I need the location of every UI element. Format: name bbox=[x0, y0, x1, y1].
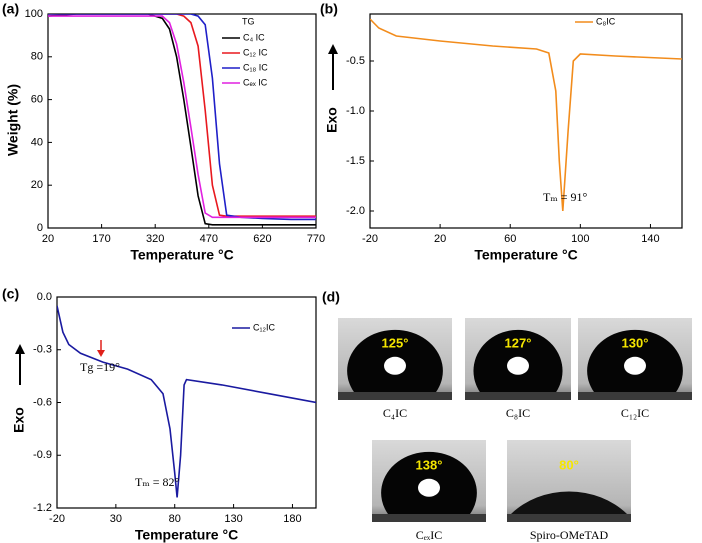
data-line bbox=[48, 15, 316, 219]
x-tick-label: 770 bbox=[307, 233, 325, 245]
contact-angle: 138° bbox=[416, 457, 443, 472]
x-tick-label: 470 bbox=[200, 233, 218, 245]
y-tick-label: 100 bbox=[25, 8, 43, 20]
contact-angle: 127° bbox=[505, 335, 532, 350]
data-line bbox=[57, 305, 316, 498]
panel-label: (a) bbox=[2, 1, 19, 17]
y-tick-label: -0.5 bbox=[346, 55, 365, 67]
x-tick-label: 80 bbox=[169, 513, 181, 525]
x-tick-label: 320 bbox=[146, 233, 164, 245]
substrate bbox=[338, 392, 452, 400]
y-tick-label: -1.0 bbox=[346, 105, 365, 117]
x-tick-label: -20 bbox=[49, 513, 65, 525]
tg-arrowhead bbox=[97, 350, 105, 357]
y-tick-label: 0.0 bbox=[37, 291, 52, 303]
y-axis-title: Exo bbox=[11, 407, 27, 433]
substrate bbox=[372, 514, 486, 522]
x-tick-label: 20 bbox=[42, 233, 54, 245]
data-line bbox=[48, 14, 316, 217]
plot-frame bbox=[369, 13, 683, 229]
x-tick-label: -20 bbox=[362, 233, 378, 245]
exo-arrowhead bbox=[15, 344, 25, 354]
contact-angle: 125° bbox=[382, 335, 409, 350]
y-tick-label: -2.0 bbox=[346, 205, 365, 217]
contact-angle: 130° bbox=[622, 335, 649, 350]
y-tick-label: -0.9 bbox=[33, 449, 52, 461]
legend-label: Cₑₓ IC bbox=[243, 77, 268, 87]
y-tick-label: 20 bbox=[31, 179, 43, 191]
droplet-highlight bbox=[384, 356, 406, 375]
droplet-highlight bbox=[418, 478, 440, 497]
panel-label: (d) bbox=[322, 289, 340, 305]
annotation: Tg =19° bbox=[80, 360, 120, 374]
x-tick-label: 170 bbox=[92, 233, 110, 245]
annotation: Tₘ = 82° bbox=[135, 475, 179, 489]
substrate bbox=[507, 514, 631, 522]
y-tick-label: -1.5 bbox=[346, 155, 365, 167]
x-axis-title: Temperature °C bbox=[474, 247, 577, 263]
photo-label: CₑₓIC bbox=[416, 528, 443, 542]
data-line bbox=[370, 18, 682, 212]
x-tick-label: 30 bbox=[110, 513, 122, 525]
legend-title: TG bbox=[242, 16, 255, 26]
panel-label: (c) bbox=[2, 286, 19, 302]
y-tick-label: -0.3 bbox=[33, 344, 52, 356]
photo-label: C₈IC bbox=[506, 406, 530, 420]
x-tick-label: 620 bbox=[253, 233, 271, 245]
exo-arrowhead bbox=[328, 44, 338, 54]
legend-label: C₄ IC bbox=[243, 32, 265, 42]
y-tick-label: -0.6 bbox=[33, 396, 52, 408]
data-line bbox=[48, 14, 316, 226]
annotation: Tₘ = 91° bbox=[543, 190, 587, 204]
x-axis-title: Temperature °C bbox=[130, 247, 233, 263]
droplet bbox=[511, 491, 627, 514]
x-tick-label: 20 bbox=[434, 233, 446, 245]
substrate bbox=[578, 392, 692, 400]
photo-label: C₁₂IC bbox=[621, 406, 649, 420]
y-tick-label: 60 bbox=[31, 94, 43, 106]
panel-label: (b) bbox=[320, 1, 338, 17]
y-tick-label: 0 bbox=[37, 222, 43, 234]
plot-frame bbox=[56, 296, 317, 509]
y-tick-label: -1.2 bbox=[33, 502, 52, 514]
x-tick-label: 140 bbox=[641, 233, 659, 245]
x-tick-label: 180 bbox=[283, 513, 301, 525]
y-axis-title: Weight (%) bbox=[5, 84, 21, 156]
plot-frame bbox=[47, 13, 317, 229]
contact-angle: 80° bbox=[559, 457, 579, 472]
legend-label: C₁₂IC bbox=[253, 322, 276, 332]
legend-label: C₁₂ IC bbox=[243, 47, 268, 57]
legend-label: C₈IC bbox=[596, 16, 616, 26]
x-tick-label: 60 bbox=[504, 233, 516, 245]
x-axis-title: Temperature °C bbox=[135, 527, 238, 543]
photo-label: Spiro-OMeTAD bbox=[530, 528, 609, 542]
x-tick-label: 130 bbox=[224, 513, 242, 525]
droplet-highlight bbox=[507, 356, 529, 375]
droplet-highlight bbox=[624, 356, 646, 375]
legend-label: C₁₈ IC bbox=[243, 62, 268, 72]
data-line bbox=[48, 14, 316, 221]
y-tick-label: 80 bbox=[31, 51, 43, 63]
photo-label: C₄IC bbox=[383, 406, 407, 420]
y-tick-label: 40 bbox=[31, 136, 43, 148]
x-tick-label: 100 bbox=[571, 233, 589, 245]
y-axis-title: Exo bbox=[324, 107, 340, 133]
substrate bbox=[465, 392, 571, 400]
